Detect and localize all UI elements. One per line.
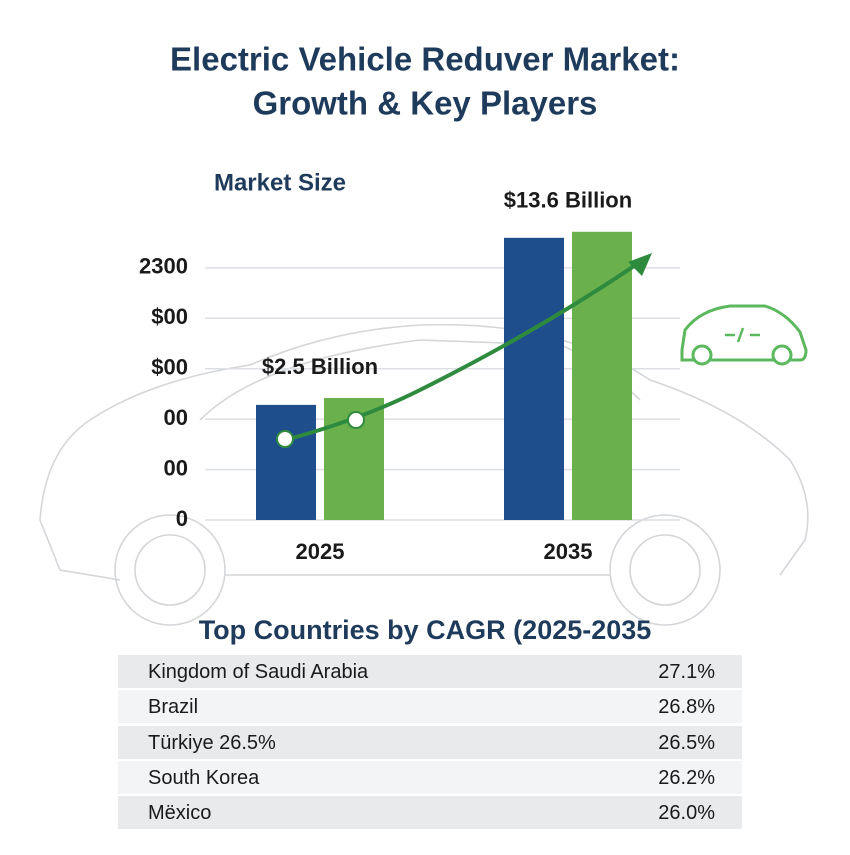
y-tick-label: 00: [164, 455, 188, 480]
y-tick-label: $00: [151, 304, 188, 329]
bar: [256, 404, 316, 520]
y-tick-label: $00: [151, 355, 188, 380]
bars: 2025 $2.5 Billion 2035 $13.6 Billion: [256, 188, 632, 564]
y-tick-label: 00: [164, 405, 188, 430]
table-title: Top Countries by CAGR (2025-2035: [199, 615, 652, 645]
country: South Korea: [148, 767, 260, 789]
subtitle: Growth & Key Players: [253, 85, 598, 122]
bar: [504, 237, 564, 520]
trend-arrow: [276, 253, 652, 448]
y-tick-label: 2300: [139, 254, 188, 279]
x-tick-label: 2025: [296, 539, 345, 564]
title: Electric Vehicle Reduver Market:: [170, 41, 680, 78]
table-row: [118, 655, 742, 688]
cagr: 26.8%: [658, 696, 715, 718]
country: Kingdom of Saudi Arabia: [148, 661, 369, 683]
country: Brazil: [148, 696, 198, 718]
table: Kingdom of Saudi Arabia 27.1% Brazil 26.8% T…: [118, 655, 742, 829]
x-tick-label: 2035: [544, 539, 593, 564]
country: Mëxico: [148, 802, 211, 824]
y-tick-label: 0: [176, 506, 188, 531]
cagr: 26.5%: [658, 732, 715, 754]
chart-title: Market Size: [214, 169, 346, 196]
table-row: [118, 726, 742, 759]
table-row: [118, 761, 742, 794]
car-icon: [680, 304, 808, 366]
table-row: [118, 690, 742, 723]
country: Türkiye 26.5%: [148, 732, 276, 754]
cagr: 27.1%: [658, 661, 715, 683]
annotation: $13.6 Billion: [504, 188, 632, 213]
car-outline: [39, 323, 809, 626]
annotation: $2.5 Billion: [262, 354, 378, 379]
cagr: 26.2%: [658, 767, 715, 789]
table-row: [118, 796, 742, 829]
bar: [572, 231, 632, 521]
cagr: 26.0%: [658, 802, 715, 824]
